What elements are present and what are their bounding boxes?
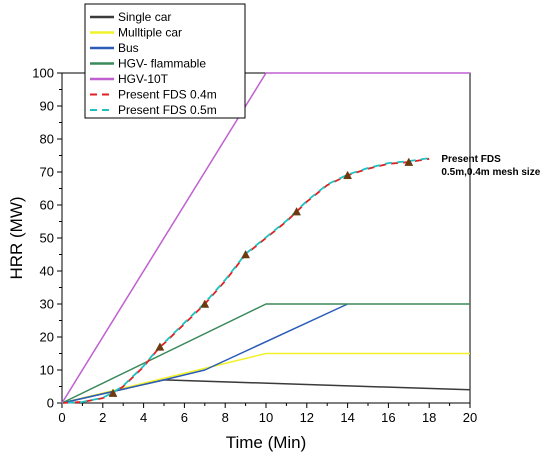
y-tick-label: 50 (40, 231, 54, 246)
series-line-0 (61, 379, 471, 404)
series-line-5 (61, 157, 430, 404)
legend-label: Present FDS 0.5m (118, 103, 217, 117)
x-tick-label: 10 (259, 410, 273, 425)
y-tick-label: 70 (40, 165, 54, 180)
series-line-4 (61, 72, 470, 404)
x-axis-ticks: 0 2 4 6 8 10 12 14 16 18 20 (58, 403, 477, 425)
y-tick-label: 30 (40, 297, 54, 312)
y-axis-ticks: 0 10 20 30 40 50 60 70 80 90 100 (32, 66, 62, 411)
legend-label: HGV-10T (118, 72, 169, 86)
data-marker (404, 157, 414, 166)
y-tick-label: 20 (40, 330, 54, 345)
x-tick-label: 20 (463, 410, 477, 425)
x-tick-label: 14 (340, 410, 354, 425)
data-marker (200, 299, 210, 308)
annotations: Present FDS 0.5m,0.4m mesh size (441, 154, 540, 178)
y-tick-label: 40 (40, 264, 54, 279)
legend-box (84, 3, 246, 119)
x-axis-title: Time (Min) (226, 433, 307, 452)
x-tick-label: 16 (381, 410, 395, 425)
data-marker (155, 342, 165, 351)
y-axis-title: HRR (MW) (7, 196, 26, 279)
annotation-label: Present FDS (441, 154, 501, 165)
x-tick-label: 4 (140, 410, 147, 425)
y-tick-label: 0 (47, 396, 54, 411)
x-tick-label: 6 (181, 410, 188, 425)
series-line-1 (61, 352, 470, 404)
series-line-3 (61, 303, 470, 404)
data-marker (108, 388, 118, 397)
y-tick-label: 60 (40, 198, 54, 213)
data-marker (292, 207, 302, 216)
y-tick-label: 100 (32, 66, 54, 81)
legend-label: Bus (118, 41, 139, 55)
y-tick-label: 80 (40, 132, 54, 147)
series-line-6 (61, 157, 430, 404)
annotation-label: 0.5m,0.4m mesh size (441, 167, 540, 178)
series-markers (108, 157, 414, 397)
legend-label: Single car (118, 10, 171, 24)
y-tick-label: 90 (40, 99, 54, 114)
legend-label: HGV- flammable (118, 57, 206, 71)
x-tick-label: 2 (99, 410, 106, 425)
x-tick-label: 18 (422, 410, 436, 425)
x-tick-label: 0 (58, 410, 65, 425)
legend-label: Mulltiple car (118, 26, 182, 40)
y-tick-label: 10 (40, 363, 54, 378)
legend-label: Present FDS 0.4m (118, 88, 217, 102)
x-tick-label: 12 (300, 410, 314, 425)
x-tick-label: 8 (222, 410, 229, 425)
series-lines (61, 72, 471, 404)
data-marker (241, 249, 251, 259)
data-marker (343, 170, 353, 180)
